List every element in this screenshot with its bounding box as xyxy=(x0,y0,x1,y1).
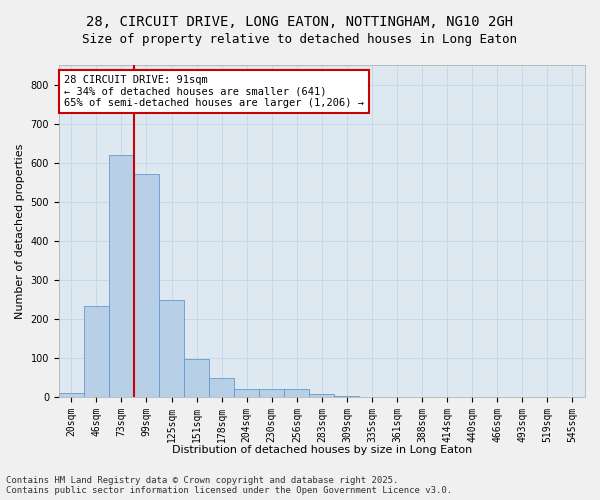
Bar xyxy=(84,306,109,397)
Bar xyxy=(259,389,284,397)
Y-axis label: Number of detached properties: Number of detached properties xyxy=(15,144,25,319)
Bar xyxy=(134,174,159,397)
Text: Contains HM Land Registry data © Crown copyright and database right 2025.
Contai: Contains HM Land Registry data © Crown c… xyxy=(6,476,452,495)
Bar xyxy=(159,300,184,397)
Bar xyxy=(209,378,234,397)
Text: 28, CIRCUIT DRIVE, LONG EATON, NOTTINGHAM, NG10 2GH: 28, CIRCUIT DRIVE, LONG EATON, NOTTINGHA… xyxy=(86,15,514,29)
Bar xyxy=(284,388,310,397)
Text: Size of property relative to detached houses in Long Eaton: Size of property relative to detached ho… xyxy=(83,32,517,46)
Bar xyxy=(184,360,209,397)
X-axis label: Distribution of detached houses by size in Long Eaton: Distribution of detached houses by size … xyxy=(172,445,472,455)
Text: 28 CIRCUIT DRIVE: 91sqm
← 34% of detached houses are smaller (641)
65% of semi-d: 28 CIRCUIT DRIVE: 91sqm ← 34% of detache… xyxy=(64,75,364,108)
Bar xyxy=(310,394,334,397)
Bar xyxy=(334,396,359,397)
Bar xyxy=(59,394,84,397)
Bar xyxy=(234,388,259,397)
Bar xyxy=(109,154,134,397)
